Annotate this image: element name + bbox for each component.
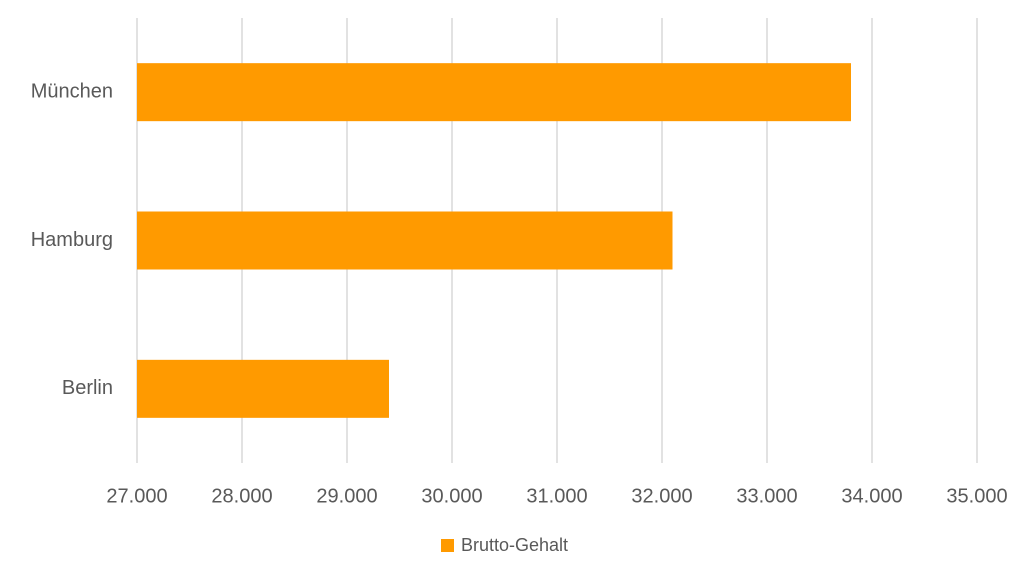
y-tick-label: Hamburg	[31, 229, 113, 251]
x-tick-label: 29.000	[316, 485, 377, 507]
bar	[137, 63, 851, 122]
legend-swatch	[441, 539, 454, 552]
x-tick-label: 30.000	[421, 485, 482, 507]
bar	[137, 211, 673, 270]
x-tick-label: 33.000	[736, 485, 797, 507]
x-tick-label: 32.000	[631, 485, 692, 507]
y-tick-label: Berlin	[62, 377, 113, 399]
x-tick-label: 34.000	[841, 485, 902, 507]
bar	[137, 359, 389, 418]
x-tick-label: 27.000	[106, 485, 167, 507]
y-tick-label: München	[31, 80, 113, 102]
x-tick-label: 28.000	[211, 485, 272, 507]
legend-text: Brutto-Gehalt	[461, 535, 568, 555]
x-tick-label: 35.000	[946, 485, 1007, 507]
x-tick-label: 31.000	[526, 485, 587, 507]
